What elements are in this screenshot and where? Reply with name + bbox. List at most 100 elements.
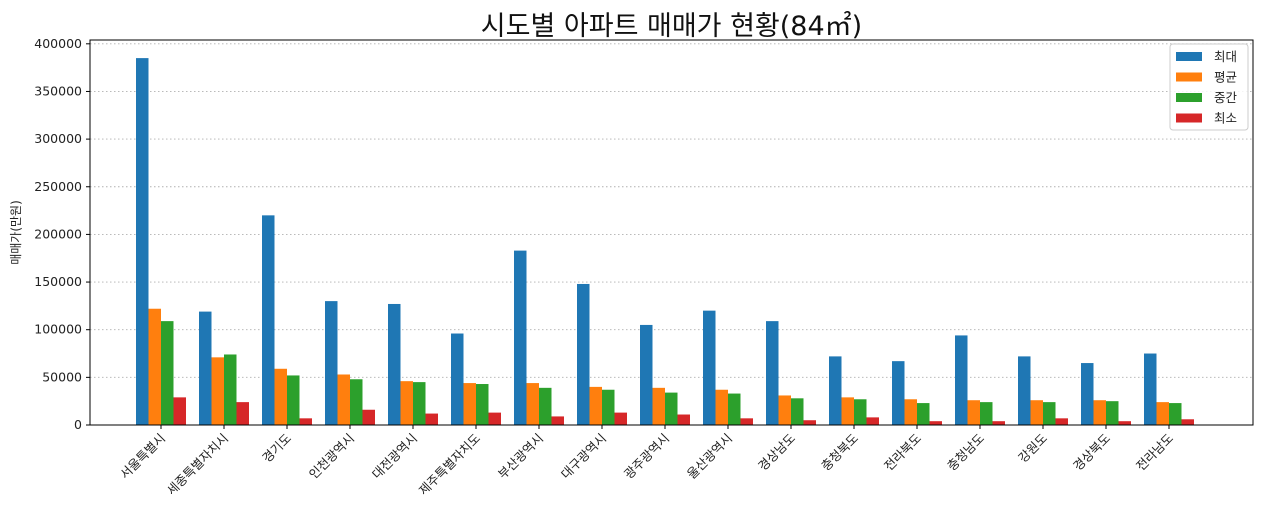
chart-title: 시도별 아파트 매매가 현황(84㎡) [480,11,863,42]
bar [1144,353,1157,425]
y-tick-label: 150000 [34,274,82,289]
y-tick-label: 50000 [42,369,82,384]
bar [400,381,413,425]
bar [388,303,401,425]
x-tick-label: 충청남도 [944,431,987,474]
y-tick-label: 100000 [34,322,82,337]
legend-label: 평균 [1214,70,1237,85]
y-tick-label: 300000 [34,131,82,146]
bar [1093,400,1106,425]
bar [677,414,690,425]
bar [841,397,854,425]
bar [1106,401,1119,425]
bar [1169,403,1182,425]
x-tick-label: 제주특별자치도 [416,431,484,499]
bar [413,382,426,425]
bar [463,383,476,425]
bar [451,333,464,425]
plot-frame [89,39,1254,426]
bar [1018,356,1031,425]
bar [337,374,350,425]
y-axis-label: 매매가(만원) [9,200,23,265]
x-tick-label: 광주광역시 [621,431,672,482]
bar [211,357,224,425]
bar [854,399,867,425]
bar [236,402,249,425]
bar [955,335,968,425]
y-tick-label: 250000 [34,179,82,194]
bar [1081,363,1094,425]
bar [640,324,653,425]
bar [715,389,728,425]
bar [1118,421,1131,425]
bar [778,395,791,425]
bar [161,321,174,425]
legend-label: 중간 [1214,90,1238,105]
x-tick-label: 전라북도 [881,431,924,474]
x-tick-label: 대구광역시 [558,431,609,482]
bar [652,387,665,425]
bar [539,387,552,425]
bar [589,386,602,425]
bar [904,399,917,425]
bar [274,368,287,425]
bar [1030,400,1043,425]
bar [287,375,300,425]
bar [967,400,980,425]
bar [362,409,375,425]
x-tick-label: 경기도 [259,431,294,466]
legend-swatch [1176,52,1202,61]
bar [551,416,564,425]
bar [1055,418,1068,425]
legend-label: 최소 [1214,111,1237,126]
x-tick-label: 인천광역시 [306,431,357,482]
bar [199,311,212,425]
x-tick-label: 서울특별시 [117,431,168,482]
x-tick-label: 경상남도 [755,431,798,474]
legend-label: 최대 [1214,49,1237,64]
bar [1043,402,1056,425]
x-tick-label: 부산광역시 [495,431,546,482]
x-tick-label: 울산광역시 [684,431,735,482]
x-tick-label: 전라남도 [1133,431,1176,474]
bar [350,379,363,425]
bar [665,392,678,425]
bar [892,361,905,425]
y-tick-label: 0 [74,417,82,432]
bar [514,250,527,425]
bar [1181,419,1194,425]
bar [1156,402,1169,425]
y-tick-label: 400000 [34,36,82,51]
bar [173,397,186,425]
x-tick-label: 세종특별자치시 [164,431,232,499]
bar [766,321,779,425]
legend-swatch [1176,93,1202,102]
bar [148,308,161,425]
x-tick-label: 대전광역시 [369,431,420,482]
bar [488,412,501,425]
legend-swatch [1176,72,1202,82]
x-tick-label: 경상북도 [1070,431,1113,474]
bar [992,421,1005,425]
bar [262,215,275,425]
bar [526,383,539,425]
bar [829,356,842,425]
bar [224,354,237,425]
y-tick-label: 350000 [34,83,82,98]
bar [980,402,993,425]
bar [425,413,438,425]
legend-swatch [1176,113,1202,123]
bar [917,403,930,425]
bar [803,420,816,425]
bar [602,389,615,425]
legend-box [1169,43,1249,131]
bar [476,384,489,425]
x-tick-label: 충청북도 [818,431,861,474]
bar [866,417,879,425]
bar [728,393,741,425]
bar [325,301,338,425]
bar [703,310,716,425]
bar [791,398,804,425]
